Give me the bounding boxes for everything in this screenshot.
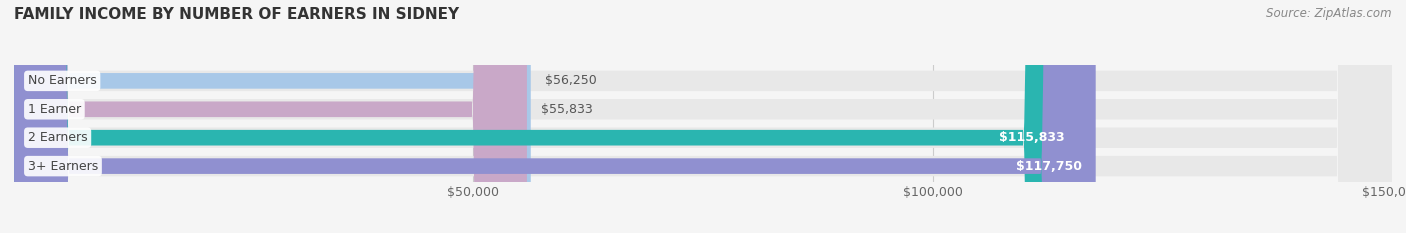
FancyBboxPatch shape (14, 0, 1095, 233)
FancyBboxPatch shape (14, 0, 527, 233)
FancyBboxPatch shape (14, 0, 1392, 233)
Text: 1 Earner: 1 Earner (28, 103, 82, 116)
Text: No Earners: No Earners (28, 74, 97, 87)
Text: $115,833: $115,833 (998, 131, 1064, 144)
FancyBboxPatch shape (14, 0, 1392, 233)
FancyBboxPatch shape (14, 0, 1392, 233)
Text: 3+ Earners: 3+ Earners (28, 160, 98, 173)
Text: $117,750: $117,750 (1017, 160, 1083, 173)
FancyBboxPatch shape (14, 0, 531, 233)
FancyBboxPatch shape (14, 0, 1078, 233)
Text: FAMILY INCOME BY NUMBER OF EARNERS IN SIDNEY: FAMILY INCOME BY NUMBER OF EARNERS IN SI… (14, 7, 460, 22)
Text: 2 Earners: 2 Earners (28, 131, 87, 144)
Text: $56,250: $56,250 (544, 74, 596, 87)
FancyBboxPatch shape (14, 0, 1392, 233)
Text: Source: ZipAtlas.com: Source: ZipAtlas.com (1267, 7, 1392, 20)
Text: $55,833: $55,833 (541, 103, 592, 116)
